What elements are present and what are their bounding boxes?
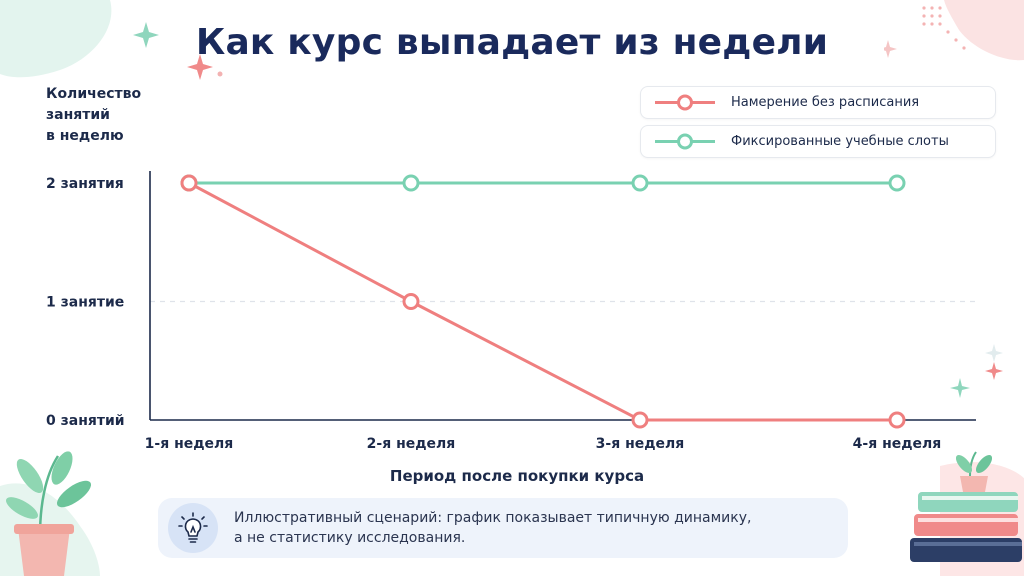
decor-sparkles-left: [133, 22, 223, 80]
y-tick-label: 0 занятий: [46, 413, 125, 429]
data-point: [888, 174, 906, 192]
decor-plant-left: [0, 451, 100, 576]
note-text: Иллюстративный сценарий: график показыва…: [234, 508, 751, 548]
data-point: [888, 411, 906, 429]
x-tick-label: 1-я неделя: [145, 436, 234, 452]
legend-item[interactable]: Намерение без расписания: [640, 86, 996, 119]
data-point: [402, 293, 420, 310]
series-line: [188, 181, 897, 422]
legend-label: Фиксированные учебные слоты: [731, 134, 949, 149]
legend-item[interactable]: Фиксированные учебные слоты: [640, 125, 996, 158]
legend-line-marker: [655, 133, 715, 150]
lightbulb-icon: [168, 503, 218, 553]
y-axis-title-line: Количество: [46, 86, 142, 102]
y-axis-title: Количество занятий в неделю: [46, 84, 166, 147]
decor-books-right: [910, 451, 1024, 576]
chart-legend: Намерение без расписания Фиксированные у…: [640, 86, 996, 164]
data-point: [402, 174, 420, 192]
y-axis-title-line: занятий: [46, 107, 110, 123]
note-line: а не статистику исследования.: [234, 530, 466, 546]
x-axis-title: Период после покупки курса: [389, 467, 645, 485]
data-point: [631, 174, 649, 192]
x-tick-label: 3-я неделя: [596, 436, 685, 452]
page-title: Как курс выпадает из недели: [195, 22, 829, 63]
decor-sparkles-right: [950, 344, 1003, 398]
y-tick-label: 1 занятие: [46, 295, 124, 311]
y-tick-label: 2 занятия: [46, 176, 124, 192]
note-box: Иллюстративный сценарий: график показыва…: [158, 498, 848, 558]
data-point: [180, 174, 198, 192]
data-point: [631, 411, 649, 429]
legend-label: Намерение без расписания: [731, 95, 920, 110]
y-axis-title-line: в неделю: [46, 128, 124, 144]
x-tick-label: 2-я неделя: [367, 436, 456, 452]
decor-top-left-blob: [0, 0, 112, 78]
legend-line-marker: [655, 94, 715, 111]
decor-top-right-dots: [884, 0, 1024, 61]
x-tick-label: 4-я неделя: [853, 436, 942, 452]
note-line: Иллюстративный сценарий: график показыва…: [234, 510, 752, 526]
